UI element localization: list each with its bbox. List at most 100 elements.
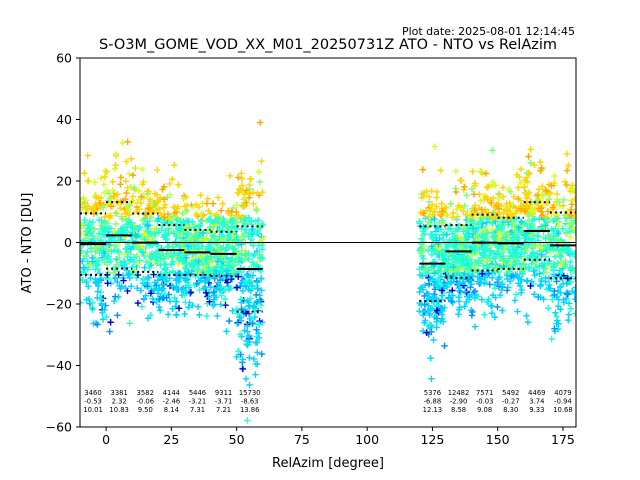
scatter-point [531,215,538,222]
x-axis-ticks: 0 25 50 75 100 125 150 175 [102,427,575,447]
bin-mean-label: -0.27 [502,398,520,406]
scatter-point [428,243,436,250]
scatter-point [235,255,242,262]
bin-std-label: 10.01 [83,406,102,414]
scatter-point [463,257,470,265]
scatter-point [254,227,261,235]
scatter-point [528,252,535,259]
scatter-point [230,204,237,212]
scatter-point [101,173,108,181]
bin-mean-label: 3.74 [529,398,544,406]
scatter-point [84,266,92,273]
scatter-point [138,193,145,200]
scatter-point [510,225,517,232]
scatter-point [532,263,540,271]
scatter-point [196,222,204,229]
scatter-point [112,161,119,169]
scatter-point [556,283,564,291]
scatter-point [428,251,435,258]
bin-statistics [80,201,576,313]
scatter-point [544,208,552,215]
scatter-point [80,230,85,237]
scatter-point [421,281,429,289]
scatter-point [238,225,245,233]
scatter-point [542,222,549,229]
scatter-point [452,168,460,175]
scatter-point [520,183,528,191]
chart-title: S-O3M_GOME_VOD_XX_M01_20250731Z ATO - NT… [99,37,557,53]
scatter-point [255,330,262,337]
scatter-point [147,290,155,297]
scatter-point [229,217,236,224]
scatter-point [421,319,428,326]
scatter-point [195,258,202,265]
scatter-point [523,278,530,285]
scatter-point [418,240,425,247]
scatter-point [572,310,576,317]
scatter-point [422,207,429,214]
scatter-point [437,281,445,288]
scatter-point [192,234,199,241]
scatter-point [135,260,142,268]
scatter-point [452,188,460,196]
scatter-point [241,195,249,202]
scatter-point [181,274,189,282]
scatter-point [552,225,559,232]
scatter-point [456,306,463,313]
scatter-point [560,299,568,306]
scatter-point [254,349,261,356]
scatter-point [196,311,203,319]
scatter-point [190,204,197,211]
scatter-point [462,244,469,251]
scatter-point [480,226,487,234]
scatter-point [245,233,252,240]
scatter-point [491,285,499,292]
scatter-point [528,232,535,239]
scatter-point [245,332,253,339]
scatter-point [112,150,120,158]
scatter-point [563,167,571,174]
scatter-point [563,181,570,189]
scatter-point [538,277,545,285]
scatter-point [183,254,190,261]
scatter-point [543,286,551,293]
scatter-point [251,313,259,321]
scatter-point [184,235,192,243]
scatter-point [185,269,192,277]
scatter-point [521,207,528,215]
scatter-point [504,230,512,237]
scatter-point [529,207,536,215]
scatter-point [567,267,574,274]
scatter-point [174,203,182,210]
scatter-point [239,365,247,373]
x-tick-label: 125 [420,432,444,447]
scatter-point [244,341,252,349]
scatter-point [185,304,192,311]
scatter-point [111,274,119,282]
scatter-point [96,216,103,224]
scatter-point [455,225,462,232]
scatter-point [430,281,438,289]
scatter-point [436,245,444,252]
scatter-point [438,296,445,303]
scatter-point [563,210,571,218]
scatter-point [483,298,491,306]
scatter-point [517,197,525,204]
bin-std-label: 13.86 [240,406,259,414]
bin-mean-label: -2.46 [163,398,181,406]
scatter-point [250,319,257,326]
scatter-point [222,302,229,309]
scatter-point [163,294,170,301]
scatter-point [529,244,537,251]
scatter-point [512,261,519,268]
scatter-point [169,213,176,220]
scatter-point [258,157,265,165]
scatter-point [105,212,113,219]
scatter-point [495,209,503,216]
scatter-point [224,267,231,275]
scatter-point [417,301,425,309]
scatter-point [214,194,222,201]
scatter-point [478,206,485,213]
scatter-point [218,265,226,272]
